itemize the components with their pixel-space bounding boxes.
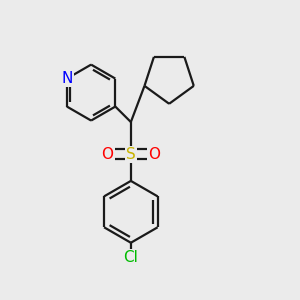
Text: O: O xyxy=(101,147,113,162)
Text: Cl: Cl xyxy=(123,250,138,265)
Text: S: S xyxy=(126,147,136,162)
Text: O: O xyxy=(148,147,160,162)
Text: N: N xyxy=(61,71,73,86)
